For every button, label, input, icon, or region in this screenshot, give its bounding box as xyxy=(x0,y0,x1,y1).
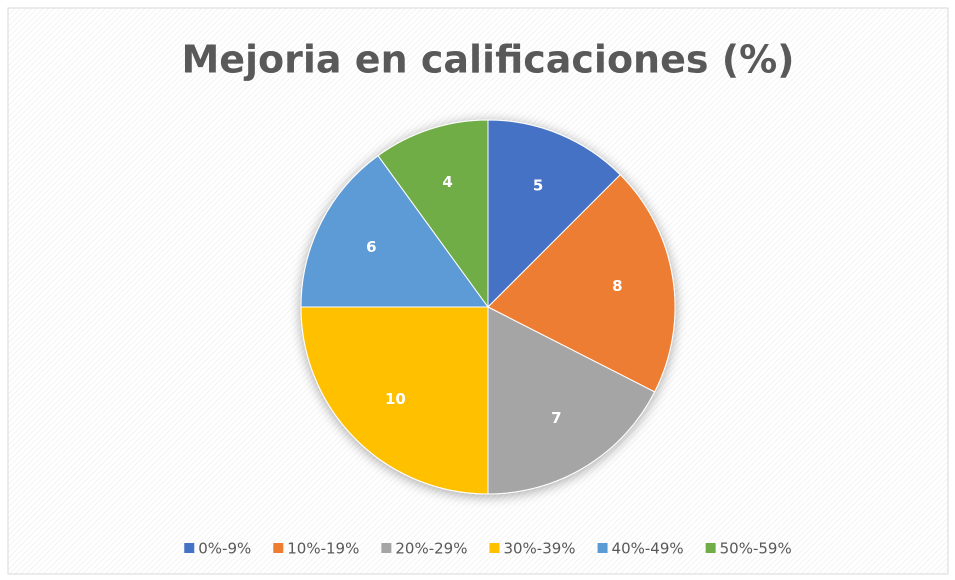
pie xyxy=(300,119,676,495)
legend-item: 10%-19% xyxy=(273,540,359,558)
legend-label: 40%-49% xyxy=(612,540,684,558)
data-label: 8 xyxy=(612,277,622,295)
legend-swatch xyxy=(597,543,608,553)
legend-swatch xyxy=(184,543,195,553)
data-label: 5 xyxy=(533,177,543,195)
legend-swatch xyxy=(381,543,392,553)
legend: 0%-9% 10%-19% 20%-29% 30%-39% 40%-49% 50%-59% xyxy=(184,540,792,558)
data-labels: 5 8 7 10 6 4 xyxy=(366,173,622,427)
legend-item: 0%-9% xyxy=(184,540,251,558)
legend-label: 50%-59% xyxy=(720,540,792,558)
pie-slice xyxy=(487,306,656,495)
legend-item: 20%-29% xyxy=(381,540,467,558)
legend-swatch xyxy=(705,543,716,553)
data-label: 6 xyxy=(366,238,376,256)
pie-slice xyxy=(300,306,489,495)
legend-label: 30%-39% xyxy=(503,540,575,558)
legend-item: 30%-39% xyxy=(489,540,576,558)
chart-title: Mejoria en calificaciones (%) xyxy=(181,38,794,82)
legend-item: 40%-49% xyxy=(597,540,684,558)
legend-swatch xyxy=(489,543,500,553)
data-label: 10 xyxy=(385,390,406,408)
pie-slice xyxy=(377,119,489,309)
pie-slice xyxy=(487,119,621,309)
legend-label: 20%-29% xyxy=(395,540,467,558)
data-label: 7 xyxy=(551,409,561,427)
legend-label: 10%-19% xyxy=(287,540,359,558)
pie-slice xyxy=(300,155,489,308)
data-label: 4 xyxy=(442,173,452,191)
pie-slice xyxy=(487,174,676,393)
legend-item: 50%-59% xyxy=(705,540,792,558)
legend-label: 0%-9% xyxy=(198,540,251,558)
legend-swatch xyxy=(273,543,284,553)
